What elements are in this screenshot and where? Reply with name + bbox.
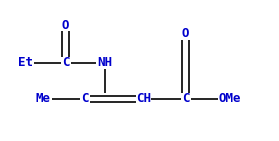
Text: OMe: OMe xyxy=(219,92,241,105)
Text: CH: CH xyxy=(136,92,151,105)
Text: NH: NH xyxy=(97,56,112,69)
Text: Et: Et xyxy=(18,56,33,69)
Text: C: C xyxy=(182,92,189,105)
Text: C: C xyxy=(81,92,89,105)
Text: O: O xyxy=(182,27,189,40)
Text: Me: Me xyxy=(36,92,51,105)
Text: O: O xyxy=(62,19,69,32)
Text: C: C xyxy=(62,56,69,69)
